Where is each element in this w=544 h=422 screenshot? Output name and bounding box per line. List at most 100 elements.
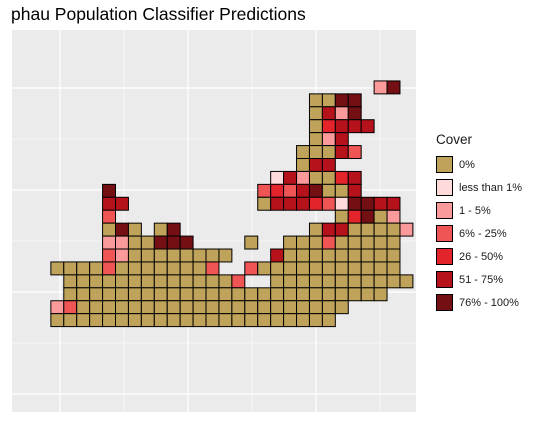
heatmap-cell	[166, 222, 181, 237]
heatmap-cell	[296, 196, 310, 211]
heatmap-cell	[360, 274, 375, 289]
heatmap-cell	[360, 209, 375, 224]
heatmap-cell	[334, 287, 349, 302]
heatmap-cell	[270, 196, 285, 211]
heatmap-cell	[296, 287, 310, 302]
heatmap-cell	[76, 287, 91, 302]
heatmap-cell	[386, 222, 401, 237]
heatmap-cell	[89, 300, 104, 315]
chart-title: phau Population Classifier Predictions	[11, 4, 306, 24]
heatmap-cell	[308, 158, 323, 172]
heatmap-cell	[270, 274, 285, 289]
heatmap-cell	[140, 313, 155, 328]
heatmap-cell	[257, 183, 272, 198]
heatmap-cell	[347, 261, 362, 276]
heatmap-cell	[386, 80, 401, 95]
heatmap-cell	[283, 170, 298, 185]
heatmap-cell	[115, 274, 129, 289]
heatmap-cell	[334, 183, 349, 198]
heatmap-cell	[63, 287, 78, 302]
legend-swatch	[436, 271, 453, 288]
heatmap-cell	[321, 248, 336, 263]
heatmap-cell	[308, 170, 323, 185]
heatmap-cell	[321, 170, 336, 185]
heatmap-cell	[205, 300, 220, 315]
heatmap-cell	[270, 170, 285, 185]
legend-item: less than 1%	[436, 176, 522, 199]
heatmap-cell	[296, 274, 310, 289]
heatmap-cell	[140, 235, 155, 250]
heatmap-cell	[308, 274, 323, 289]
heatmap-cell	[270, 183, 285, 198]
heatmap-cell	[373, 209, 388, 224]
heatmap-cell	[308, 235, 323, 250]
heatmap-cell	[334, 93, 349, 108]
heatmap-cell	[89, 274, 104, 289]
heatmap-cell	[334, 119, 349, 134]
heatmap-cell	[321, 119, 336, 134]
legend: Cover 0% less than 1% 1 - 5% 6% - 25% 26 - 5…	[436, 132, 522, 314]
heatmap-cell	[308, 313, 323, 328]
heatmap-cell	[308, 119, 323, 134]
heatmap-cell	[102, 222, 117, 237]
heatmap-cell	[321, 132, 336, 147]
heatmap-cell	[127, 222, 142, 237]
legend-item: 51 - 75%	[436, 268, 522, 291]
heatmap-cell	[321, 145, 336, 160]
heatmap-cell	[244, 287, 259, 302]
heatmap-cell	[115, 222, 129, 237]
heatmap-cell	[321, 158, 336, 172]
heatmap-cell	[166, 313, 181, 328]
heatmap-cell	[296, 145, 310, 160]
heatmap-cell	[321, 313, 336, 328]
heatmap-cell	[347, 196, 362, 211]
heatmap-cell	[115, 196, 129, 211]
heatmap-cell	[153, 287, 168, 302]
heatmap-cell	[102, 209, 117, 224]
heatmap-cell	[102, 274, 117, 289]
legend-swatch	[436, 294, 453, 311]
legend-label: 1 - 5%	[459, 204, 491, 217]
heatmap-cell	[102, 235, 117, 250]
heatmap-cell	[347, 170, 362, 185]
heatmap-cell	[386, 261, 401, 276]
heatmap-cell	[270, 261, 285, 276]
heatmap-cell	[166, 235, 181, 250]
heatmap-cell	[373, 274, 388, 289]
heatmap-cell	[360, 248, 375, 263]
heatmap-cell	[360, 287, 375, 302]
heatmap-cell	[166, 300, 181, 315]
heatmap-cell	[321, 93, 336, 108]
legend-label: 76% - 100%	[459, 296, 519, 309]
heatmap-cell	[205, 248, 220, 263]
heatmap-cell	[179, 313, 194, 328]
heatmap-cell	[308, 145, 323, 160]
heatmap-cell	[334, 235, 349, 250]
heatmap-cell	[296, 313, 310, 328]
heatmap-cell	[244, 313, 259, 328]
heatmap-cell	[102, 313, 117, 328]
heatmap-cell	[127, 261, 142, 276]
heatmap-cell	[334, 261, 349, 276]
legend-label: 51 - 75%	[459, 273, 504, 286]
heatmap-cell	[218, 313, 233, 328]
heatmap-cell	[308, 93, 323, 108]
legend-item: 0%	[436, 153, 522, 176]
heatmap-cell	[373, 287, 388, 302]
heatmap-cell	[205, 313, 220, 328]
heatmap-cell	[218, 248, 233, 263]
heatmap-cell	[373, 248, 388, 263]
heatmap-cell	[321, 300, 336, 315]
heatmap-cell	[50, 300, 65, 315]
heatmap-cell	[321, 196, 336, 211]
legend-swatch	[436, 248, 453, 265]
heatmap-cell	[334, 106, 349, 121]
heatmap-cell	[283, 313, 298, 328]
legend-item: 76% - 100%	[436, 291, 522, 314]
heatmap-cell	[153, 235, 168, 250]
heatmap-cell	[283, 300, 298, 315]
heatmap-cell	[360, 119, 375, 134]
heatmap-cell	[347, 106, 362, 121]
heatmap-cell	[296, 248, 310, 263]
heatmap-cell	[115, 313, 129, 328]
